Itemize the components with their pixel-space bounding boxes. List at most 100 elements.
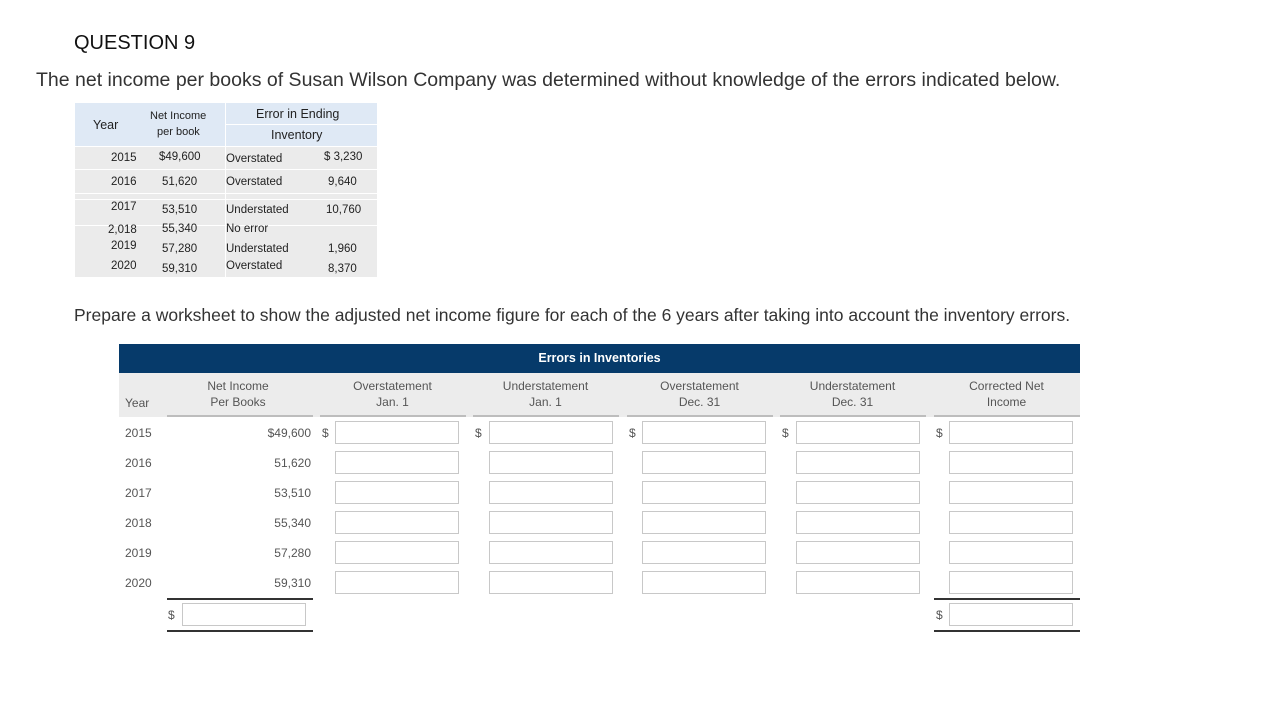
ws-input-under-dec-2016[interactable] xyxy=(796,451,920,474)
given-row-divider xyxy=(75,225,377,226)
ws-input-corrected-2015[interactable] xyxy=(949,421,1073,444)
given-header-error: Error in Ending xyxy=(256,107,340,121)
given-net-income: $49,600 xyxy=(159,151,201,163)
given-error-amount: 8,370 xyxy=(328,263,357,275)
ws-year: 2019 xyxy=(125,546,152,560)
ws-input-over-dec-2018[interactable] xyxy=(642,511,766,534)
given-header-per-book: per book xyxy=(157,126,200,138)
ws-header-under-dec: Understatement Dec. 31 xyxy=(780,378,925,410)
ws-header-over-dec-line2: Dec. 31 xyxy=(678,395,721,409)
ws-header-over-jan-line1: Overstatement xyxy=(353,379,432,393)
given-year: 2015 xyxy=(111,152,137,164)
ws-input-corrected-2018[interactable] xyxy=(949,511,1073,534)
ws-input-corrected-2017[interactable] xyxy=(949,481,1073,504)
ws-net-income: 51,620 xyxy=(274,456,311,470)
errors-in-inventories-band: Errors in Inventories xyxy=(119,344,1080,373)
given-error-amount: $ 3,230 xyxy=(324,151,363,163)
ws-total-line-top xyxy=(934,598,1080,600)
ws-header-underline xyxy=(320,415,466,417)
ws-header-net-income-line1: Net Income xyxy=(207,379,269,393)
ws-input-under-jan-2015[interactable] xyxy=(489,421,613,444)
given-year: 2016 xyxy=(111,176,137,188)
ws-header-under-jan: Understatement Jan. 1 xyxy=(473,378,618,410)
ws-dollar-sign: $ xyxy=(936,608,943,622)
ws-input-over-jan-2019[interactable] xyxy=(335,541,459,564)
ws-input-under-dec-2018[interactable] xyxy=(796,511,920,534)
given-data-table: Year Net Income per book Error in Ending… xyxy=(75,103,377,277)
ws-year: 2015 xyxy=(125,426,152,440)
given-header-bg-right-top xyxy=(226,103,377,124)
ws-header-underline xyxy=(780,415,926,417)
given-net-income: 55,340 xyxy=(162,223,198,235)
ws-header-under-jan-line1: Understatement xyxy=(502,379,589,393)
ws-header-over-dec: Overstatement Dec. 31 xyxy=(627,378,772,410)
given-row-divider xyxy=(75,199,377,200)
ws-input-under-dec-2020[interactable] xyxy=(796,571,920,594)
ws-input-total-corrected[interactable] xyxy=(949,603,1073,626)
ws-input-under-dec-2019[interactable] xyxy=(796,541,920,564)
ws-input-under-jan-2019[interactable] xyxy=(489,541,613,564)
ws-header-corrected-line2: Income xyxy=(986,395,1027,409)
ws-header-net-income-line2: Per Books xyxy=(210,395,266,409)
ws-dollar-sign: $ xyxy=(936,426,943,440)
ws-input-over-dec-2016[interactable] xyxy=(642,451,766,474)
given-error-type: Understated xyxy=(226,243,289,255)
given-error-amount: 9,640 xyxy=(328,176,357,188)
worksheet: Errors in Inventories Year Net Income Pe… xyxy=(119,344,1080,644)
given-col-divider xyxy=(225,103,226,277)
ws-header-net-income: Net Income Per Books xyxy=(167,378,309,410)
ws-header-year: Year xyxy=(125,396,150,410)
question-title: QUESTION 9 xyxy=(74,32,196,54)
ws-input-over-jan-2020[interactable] xyxy=(335,571,459,594)
ws-input-under-jan-2016[interactable] xyxy=(489,451,613,474)
ws-input-over-dec-2020[interactable] xyxy=(642,571,766,594)
given-header-bg-right-bottom xyxy=(226,125,377,146)
ws-header-under-dec-line2: Dec. 31 xyxy=(831,395,874,409)
band-title: Errors in Inventories xyxy=(538,351,661,365)
ws-input-under-jan-2020[interactable] xyxy=(489,571,613,594)
worksheet-header-row xyxy=(119,373,1080,417)
ws-dollar-sign: $ xyxy=(782,426,789,440)
ws-input-total-net-income[interactable] xyxy=(182,603,306,626)
given-error-amount: 10,760 xyxy=(326,204,362,216)
ws-input-under-jan-2018[interactable] xyxy=(489,511,613,534)
given-row-divider xyxy=(75,193,377,194)
ws-year: 2018 xyxy=(125,516,152,530)
ws-year: 2016 xyxy=(125,456,152,470)
ws-total-line-bottom xyxy=(934,630,1080,632)
ws-input-over-jan-2017[interactable] xyxy=(335,481,459,504)
ws-net-income: $49,600 xyxy=(267,426,311,440)
given-error-type: Overstated xyxy=(226,153,283,165)
given-header-net-income: Net Income xyxy=(150,110,207,122)
given-net-income: 53,510 xyxy=(162,204,198,216)
ws-input-corrected-2016[interactable] xyxy=(949,451,1073,474)
given-error-type: No error xyxy=(226,223,269,235)
ws-input-over-jan-2016[interactable] xyxy=(335,451,459,474)
ws-dollar-sign: $ xyxy=(322,426,329,440)
intro-text: The net income per books of Susan Wilson… xyxy=(36,69,1061,91)
given-error-type: Overstated xyxy=(226,260,283,272)
ws-net-income: 59,310 xyxy=(274,576,311,590)
ws-input-under-jan-2017[interactable] xyxy=(489,481,613,504)
ws-year: 2017 xyxy=(125,486,152,500)
given-error-amount: 1,960 xyxy=(328,243,357,255)
ws-header-underline xyxy=(934,415,1080,417)
ws-input-over-jan-2018[interactable] xyxy=(335,511,459,534)
ws-total-line-top xyxy=(167,598,313,600)
ws-input-under-dec-2015[interactable] xyxy=(796,421,920,444)
ws-year: 2020 xyxy=(125,576,152,590)
ws-input-over-jan-2015[interactable] xyxy=(335,421,459,444)
ws-input-over-dec-2019[interactable] xyxy=(642,541,766,564)
ws-header-over-jan: Overstatement Jan. 1 xyxy=(320,378,465,410)
ws-header-under-jan-line2: Jan. 1 xyxy=(529,395,562,409)
ws-header-over-dec-line1: Overstatement xyxy=(660,379,739,393)
given-header-bg-left xyxy=(75,103,226,146)
ws-input-under-dec-2017[interactable] xyxy=(796,481,920,504)
ws-net-income: 55,340 xyxy=(274,516,311,530)
ws-input-over-dec-2015[interactable] xyxy=(642,421,766,444)
ws-input-corrected-2020[interactable] xyxy=(949,571,1073,594)
ws-input-corrected-2019[interactable] xyxy=(949,541,1073,564)
ws-net-income: 57,280 xyxy=(274,546,311,560)
given-year: 2019 xyxy=(111,240,137,252)
ws-input-over-dec-2017[interactable] xyxy=(642,481,766,504)
